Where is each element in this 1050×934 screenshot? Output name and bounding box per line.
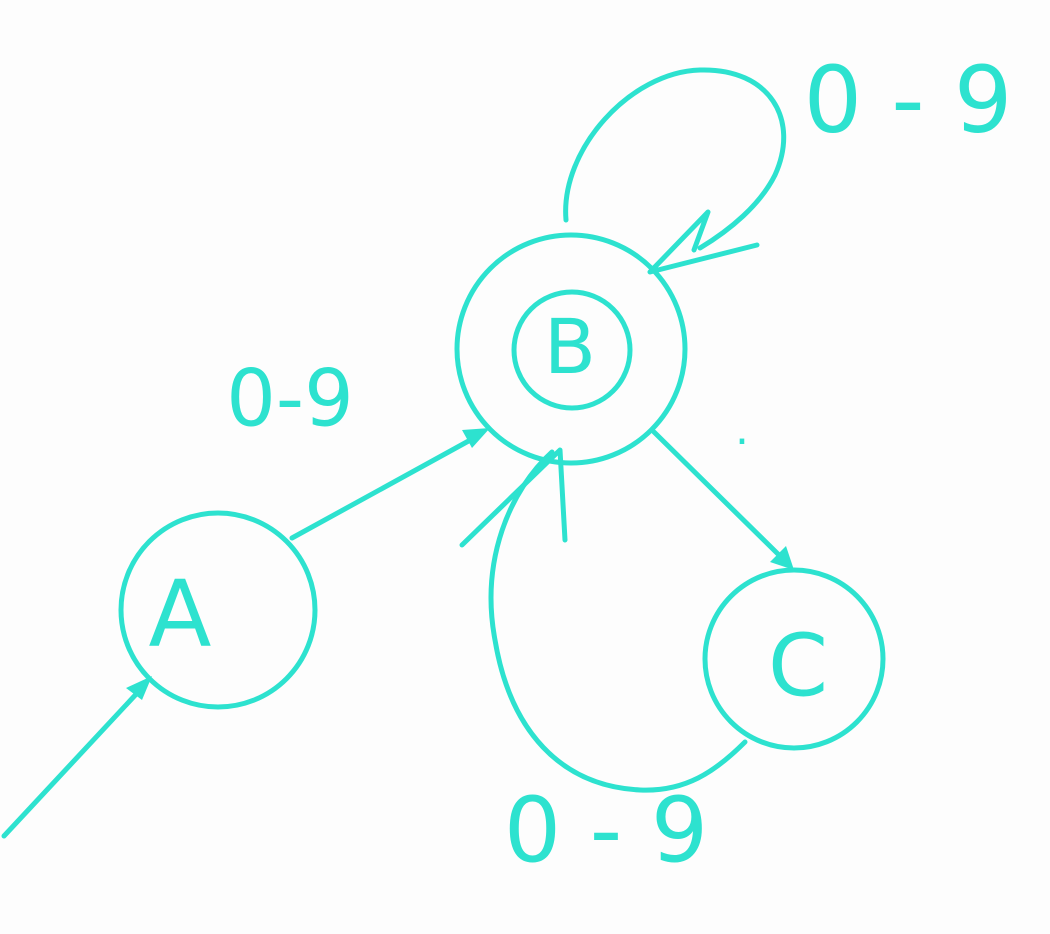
start-arrow — [1, 676, 152, 839]
state-b-outer-circle — [454, 232, 688, 466]
start-arrow-head — [126, 676, 152, 700]
state-c-label: C — [768, 616, 828, 716]
transition-a-to-b-arrowhead — [462, 428, 490, 448]
transition-c-to-b-label: 0 - 9 — [504, 778, 708, 883]
transition-c-to-b-path — [488, 449, 748, 793]
transition-b-to-c-label: . — [735, 404, 749, 455]
state-c-circle — [702, 567, 886, 751]
start-arrow-line — [1, 687, 143, 839]
transition-b-self-loop: 0 - 9 — [563, 46, 1013, 275]
state-a-circle — [118, 510, 318, 710]
transition-b-to-c-line — [651, 429, 783, 559]
state-b[interactable]: B — [454, 232, 688, 466]
state-c[interactable]: C — [702, 567, 886, 751]
transition-b-self-loop-label: 0 - 9 — [804, 46, 1013, 153]
transition-a-to-b: 0-9 — [226, 354, 490, 541]
transition-b-to-c-arrowhead — [770, 546, 794, 570]
transition-c-to-b: 0 - 9 — [459, 447, 748, 883]
transition-a-to-b-line — [289, 435, 477, 541]
transition-c-to-b-arrowhead — [459, 447, 568, 548]
transition-b-to-c: . — [651, 404, 794, 570]
state-a[interactable]: A — [118, 510, 318, 710]
transition-a-to-b-label: 0-9 — [226, 354, 353, 444]
transition-b-self-loop-arrowhead — [647, 209, 760, 275]
state-b-inner-circle — [511, 289, 633, 411]
state-b-label: B — [544, 302, 596, 391]
transition-b-self-loop-path — [563, 67, 787, 251]
state-a-label: A — [149, 560, 212, 667]
